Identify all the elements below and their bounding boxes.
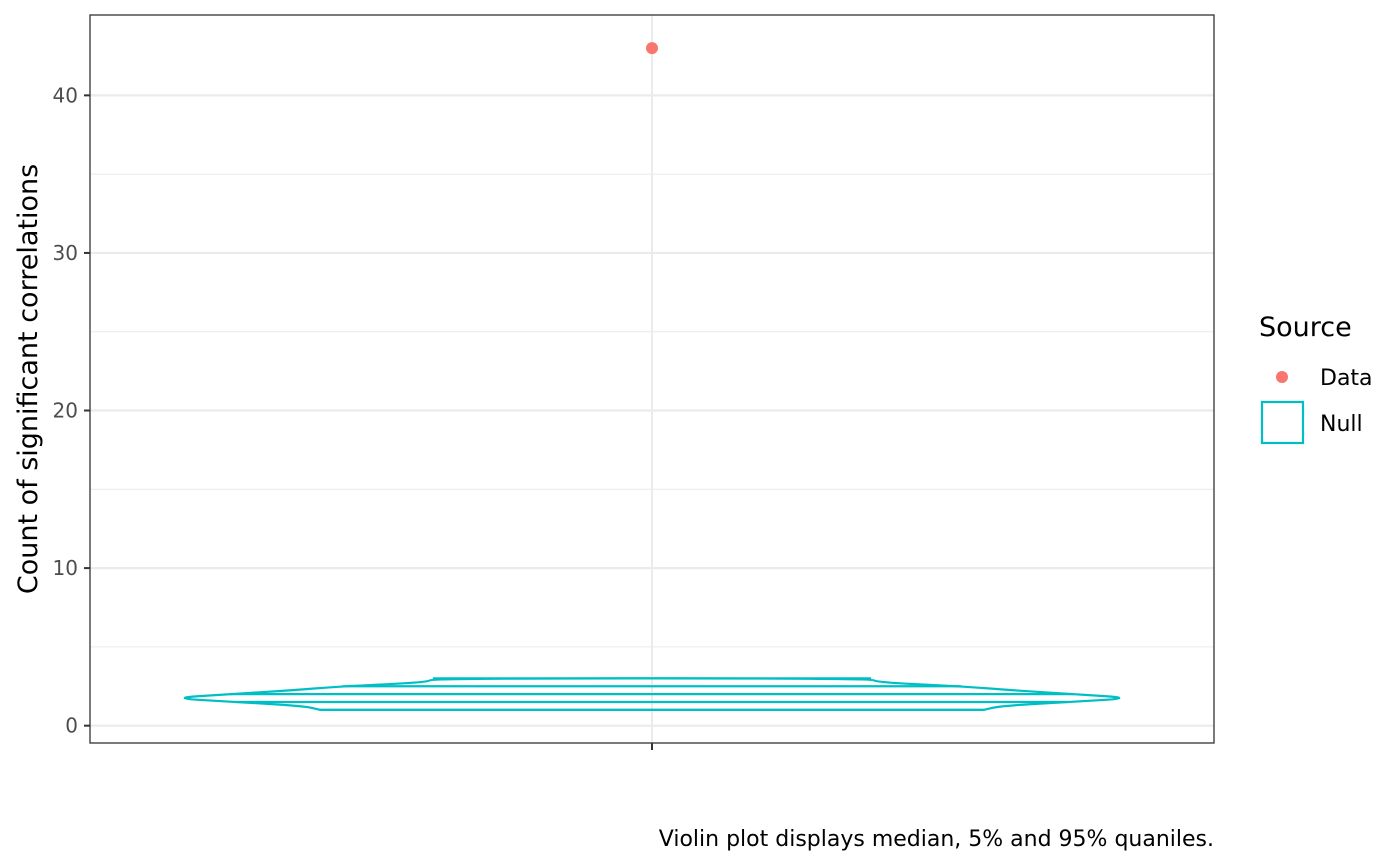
y-axis-title: Count of significant correlations [13,164,44,594]
legend-key-null [1260,400,1305,445]
legend-title: Source [1259,312,1352,343]
data-points [646,42,658,55]
y-tick-label: 40 [53,83,78,107]
y-tick-label: 20 [53,399,78,423]
legend-key-data [1276,371,1288,383]
caption: Violin plot displays median, 5% and 95% … [659,827,1214,852]
legend-label-null: Null [1320,412,1363,437]
data-point [646,42,658,55]
y-tick-label: 0 [65,714,78,738]
y-tick-label: 30 [53,241,78,265]
null-violin [183,677,1121,712]
y-tick-label: 10 [53,556,78,580]
legend: Source Data Null [1259,312,1373,445]
legend-label-data: Data [1320,366,1373,391]
y-axis-ticks: 0 10 20 30 40 [53,83,90,738]
